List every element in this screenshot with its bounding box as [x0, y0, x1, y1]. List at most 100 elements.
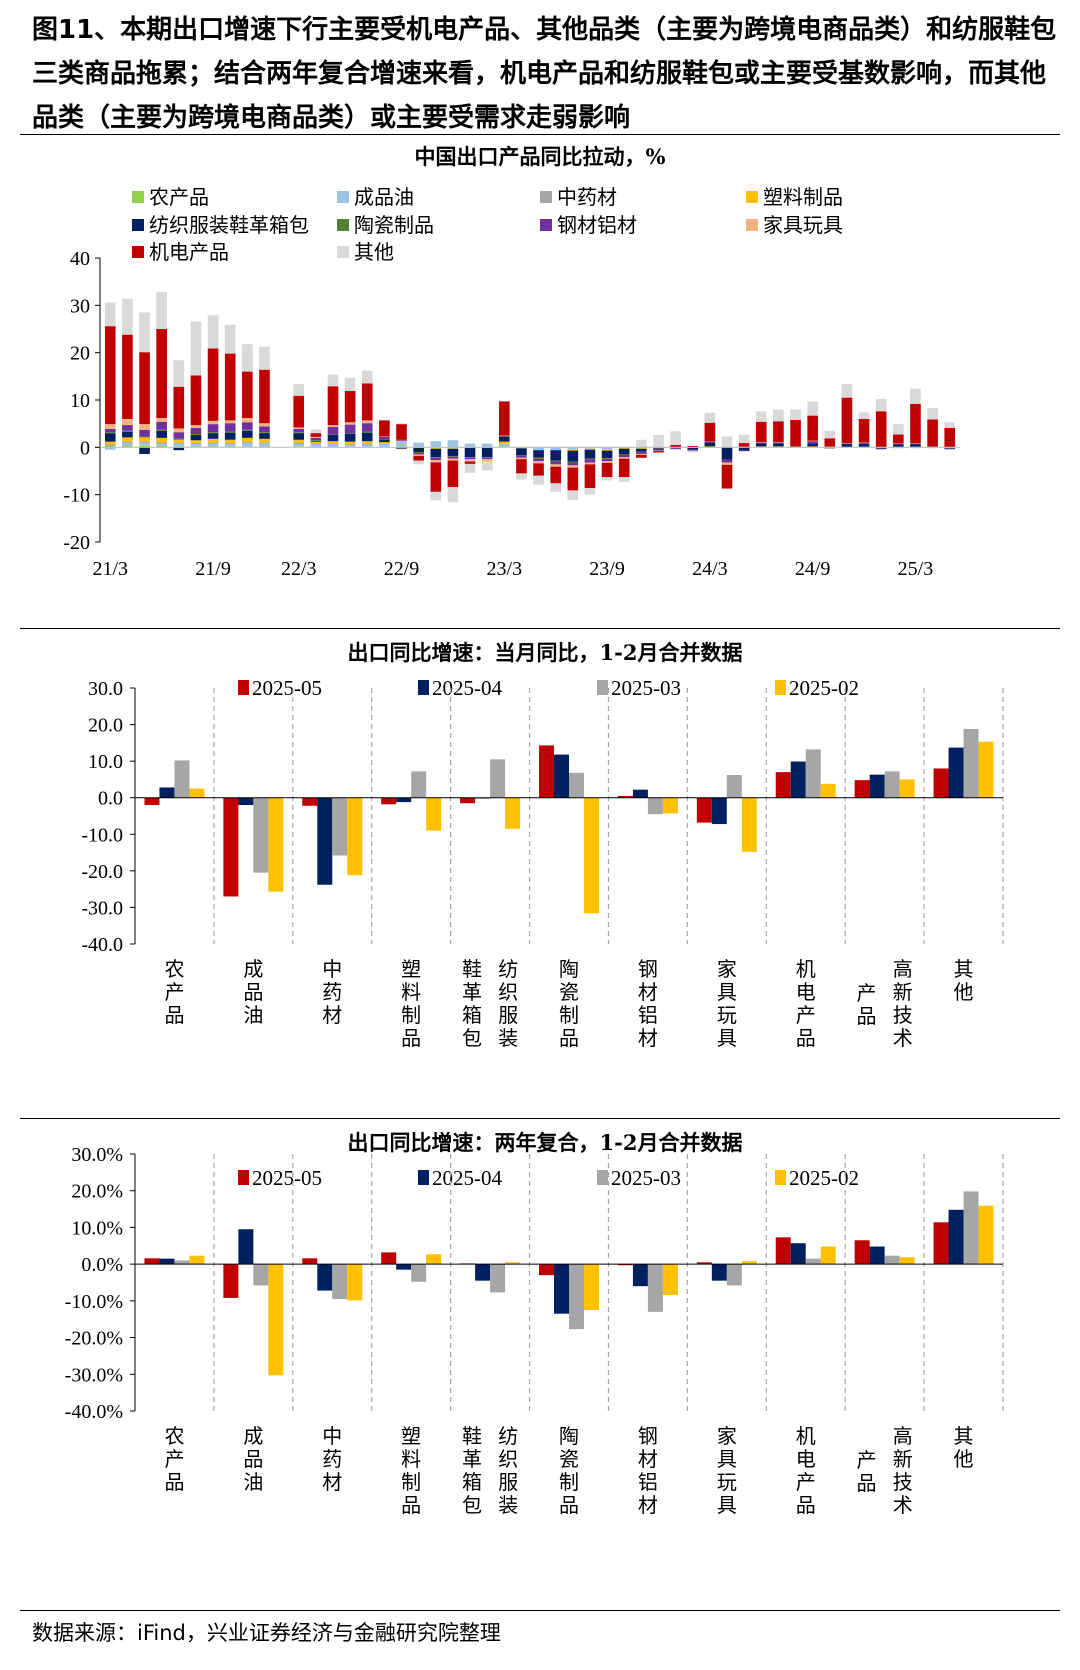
- stack-segment: [721, 459, 733, 463]
- stack-segment: [122, 431, 133, 438]
- stack-segment: [498, 441, 510, 445]
- data-bar: [805, 1258, 821, 1265]
- stack-segment: [498, 436, 510, 437]
- stack-segment: [790, 409, 801, 420]
- y-tick-label: -20.0%: [65, 1328, 123, 1350]
- y-tick-label: 30.0%: [71, 1144, 123, 1166]
- stack-segment: [190, 444, 202, 447]
- x-tick-label: 25/3: [898, 558, 934, 580]
- data-bar: [490, 1264, 506, 1293]
- y-tick-label: 0: [80, 437, 90, 459]
- category-label: 制: [559, 1003, 579, 1027]
- legend-swatch: [337, 246, 349, 258]
- data-bar: [475, 1264, 491, 1281]
- data-bar: [662, 1264, 678, 1295]
- stack-segment: [533, 458, 544, 462]
- stack-segment: [344, 444, 356, 447]
- stack-segment: [430, 460, 442, 463]
- category-label: 成: [243, 1424, 263, 1448]
- stack-segment: [893, 444, 904, 447]
- stack-segment: [618, 457, 630, 459]
- stack-segment: [533, 475, 544, 485]
- stack-segment: [190, 440, 202, 444]
- category-label: 塑: [401, 957, 421, 981]
- data-bar: [963, 1191, 979, 1265]
- stack-segment: [242, 442, 253, 444]
- stack-segment: [413, 442, 424, 448]
- stack-segment: [310, 440, 322, 441]
- data-bar: [948, 747, 964, 798]
- stack-segment: [139, 424, 150, 430]
- category-label: 新: [893, 980, 913, 1004]
- data-bar: [505, 1262, 521, 1265]
- category-label: 织: [498, 980, 518, 1004]
- x-tick-label: 21/9: [195, 558, 231, 580]
- category-label: 技: [893, 1003, 913, 1027]
- data-bar: [317, 1264, 333, 1291]
- stack-segment: [584, 459, 596, 463]
- category-label: 铝: [638, 1003, 658, 1027]
- y-tick-label: -10.0: [81, 824, 123, 846]
- category-label: 具: [717, 1447, 737, 1471]
- stack-segment: [738, 447, 750, 451]
- stack-segment: [293, 444, 305, 447]
- stack-segment: [293, 383, 305, 396]
- stack-segment: [310, 429, 322, 434]
- stack-segment: [224, 439, 236, 444]
- data-bar: [302, 1258, 318, 1265]
- stack-segment: [516, 455, 527, 458]
- category-label: 瓷: [559, 980, 579, 1004]
- category-label: 装: [498, 1493, 518, 1517]
- data-bar: [647, 797, 663, 815]
- data-bar: [381, 1252, 397, 1265]
- data-bar: [460, 797, 476, 804]
- stack-segment: [139, 442, 150, 444]
- data-bar: [775, 1237, 791, 1265]
- stack-segment: [670, 448, 681, 450]
- data-bar: [554, 754, 569, 798]
- stack-segment: [550, 464, 562, 467]
- data-bar: [189, 1255, 205, 1265]
- legend-swatch: [132, 219, 144, 231]
- stack-segment: [344, 377, 356, 391]
- category-label: 材: [638, 1026, 658, 1050]
- legend-label: 陶瓷制品: [354, 213, 434, 237]
- chart-divider-1: [20, 628, 1060, 629]
- stack-segment: [944, 422, 956, 428]
- stack-segment: [413, 452, 424, 455]
- stack-segment: [430, 457, 442, 461]
- stack-segment: [327, 425, 339, 427]
- category-label: 具: [717, 980, 737, 1004]
- stack-segment: [293, 427, 305, 429]
- category-label: 革: [462, 1447, 482, 1471]
- stack-segment: [636, 448, 647, 449]
- category-label: 农: [164, 957, 184, 981]
- stack-segment: [773, 443, 784, 447]
- data-bar: [396, 797, 412, 803]
- stack-segment: [207, 433, 219, 439]
- stack-segment: [584, 488, 596, 495]
- stack-segment: [567, 462, 579, 466]
- category-label: 品: [796, 1026, 816, 1050]
- stack-segment: [618, 454, 630, 458]
- data-bar: [884, 771, 900, 798]
- stack-segment: [738, 450, 750, 452]
- stack-segment: [361, 370, 373, 384]
- category-label: 产: [796, 1003, 816, 1027]
- category-label: 术: [893, 1026, 913, 1050]
- data-bar: [933, 1222, 949, 1265]
- stack-segment: [224, 443, 236, 445]
- category-label: 材: [638, 980, 658, 1004]
- data-bar: [569, 1264, 584, 1330]
- data-bar: [144, 1258, 160, 1265]
- stack-segment: [156, 430, 167, 438]
- category-label: 料: [401, 1447, 421, 1471]
- stack-segment: [293, 428, 305, 433]
- data-bar: [144, 797, 160, 806]
- stack-segment: [910, 443, 921, 445]
- stack-segment: [327, 426, 339, 435]
- data-bar: [978, 1205, 994, 1265]
- x-tick-label: 23/3: [487, 558, 523, 580]
- y-tick-label: 10.0%: [71, 1217, 123, 1239]
- stack-segment: [430, 462, 442, 492]
